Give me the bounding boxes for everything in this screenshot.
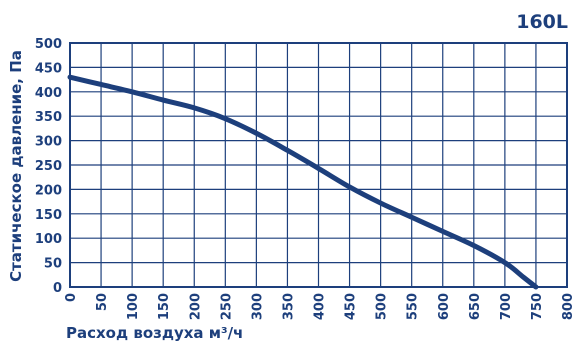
- grid: [69, 42, 568, 288]
- x-axis-title: Расход воздуха м³/ч: [66, 324, 243, 342]
- x-tick-label: 750: [530, 293, 545, 320]
- y-tick-label: 50: [44, 257, 62, 272]
- y-axis-title: Статическое давление, Па: [7, 50, 25, 282]
- x-tick-label: 250: [219, 293, 234, 320]
- pressure-curve: [67, 74, 539, 290]
- x-tick-label: 350: [281, 293, 296, 320]
- x-tick-label: 550: [406, 293, 421, 320]
- y-tick-labels: 0 50 100 150 200 250 300 350 400 450 500: [35, 37, 62, 296]
- y-tick-label: 350: [35, 110, 62, 125]
- x-tick-label: 150: [157, 293, 172, 320]
- x-tick-label: 50: [95, 293, 110, 311]
- y-tick-label: 100: [35, 232, 62, 247]
- x-tick-label: 400: [313, 293, 328, 320]
- x-tick-label: 650: [468, 293, 483, 320]
- model-label: 160L: [516, 11, 568, 33]
- y-tick-label: 200: [35, 183, 62, 198]
- y-tick-label: 400: [35, 86, 62, 101]
- x-tick-label: 450: [344, 293, 359, 320]
- y-tick-label: 450: [35, 61, 62, 76]
- x-tick-label: 200: [188, 293, 203, 320]
- y-tick-label: 0: [53, 281, 62, 296]
- x-tick-label: 800: [561, 293, 573, 320]
- series-line: [67, 74, 539, 290]
- plot-frame: [69, 42, 568, 288]
- x-tick-label: 0: [64, 293, 79, 302]
- y-tick-label: 500: [35, 37, 62, 52]
- y-tick-label: 250: [35, 159, 62, 174]
- x-tick-labels: 0 50 100 150 200 250 300 350 400 450 500 550 600 650 7…: [64, 293, 573, 320]
- y-tick-label: 150: [35, 208, 62, 223]
- x-tick-label: 600: [437, 293, 452, 320]
- x-tick-label: 100: [126, 293, 141, 320]
- x-tick-label: 500: [375, 293, 390, 320]
- y-tick-label: 300: [35, 135, 62, 150]
- x-tick-label: 300: [250, 293, 265, 320]
- x-tick-label: 700: [499, 293, 514, 320]
